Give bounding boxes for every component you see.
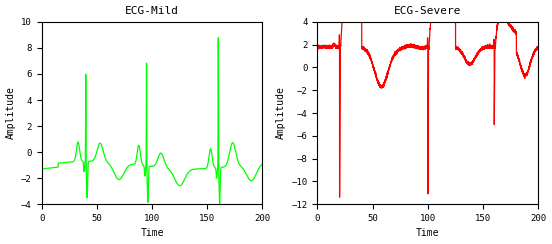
Title: ECG-Mild: ECG-Mild: [125, 6, 179, 16]
Y-axis label: Amplitude: Amplitude: [276, 87, 286, 140]
Y-axis label: Amplitude: Amplitude: [6, 87, 15, 140]
X-axis label: Time: Time: [416, 228, 440, 238]
X-axis label: Time: Time: [140, 228, 164, 238]
Title: ECG-Severe: ECG-Severe: [394, 6, 461, 16]
